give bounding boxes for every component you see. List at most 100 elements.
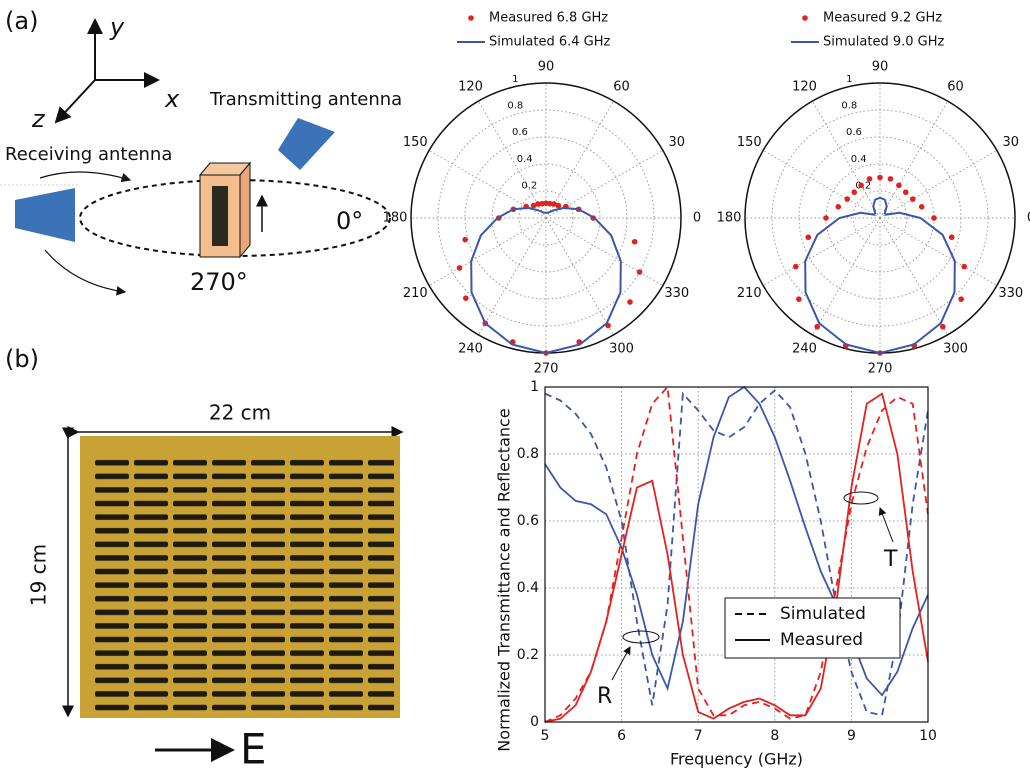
theta-tick-label: 240 (792, 341, 817, 356)
polar-point (851, 189, 858, 196)
theta-tick-label: 210 (737, 286, 762, 301)
grid-line (478, 217, 547, 336)
polar-point (823, 215, 829, 221)
x-tick-label: 7 (694, 728, 703, 744)
polar-point (918, 204, 925, 210)
x-tick-label: 8 (770, 728, 779, 744)
x-tick-label: 6 (617, 728, 626, 744)
rotation-arrow (39, 171, 132, 183)
y-tick-label: 0.8 (517, 446, 539, 462)
grid-line (464, 136, 628, 300)
r-tick-label: 1 (512, 74, 518, 85)
transmitting-antenna (278, 118, 335, 170)
polar-point (902, 189, 909, 196)
annotation-label: R (597, 684, 612, 709)
polar-point (844, 196, 851, 202)
receiving-label: Receiving antenna (5, 144, 172, 165)
grid-line (428, 217, 547, 286)
theta-tick-label: 270 (534, 362, 559, 377)
grid-line (812, 217, 881, 336)
polar-point (961, 263, 967, 270)
theta-tick-label: 180 (717, 211, 742, 226)
polar-point (866, 176, 873, 182)
theta-tick-label: 270 (868, 362, 893, 377)
legend-label: Measured (780, 630, 863, 650)
polar-point (939, 323, 946, 330)
polar-point (958, 296, 964, 302)
grid-line (879, 217, 998, 286)
rotation-arrow (44, 249, 127, 296)
angle-label: 0° (336, 207, 363, 235)
theta-tick-label: 30 (1002, 135, 1019, 150)
annotation-label: T (883, 547, 898, 572)
grid-line (518, 190, 574, 246)
polar-point (463, 295, 469, 301)
panel-label: (a) (5, 7, 38, 35)
polar-point (462, 236, 468, 243)
y-tick-label: 0.4 (517, 580, 539, 596)
polar-point (456, 265, 463, 271)
transmitting-label: Transmitting antenna (209, 89, 402, 110)
series-line (544, 385, 929, 697)
theta-tick-label: 150 (737, 135, 762, 150)
slot-array (92, 456, 404, 714)
legend-label: Simulated (780, 604, 866, 624)
plot-frame (544, 386, 929, 723)
grid-line (879, 100, 948, 219)
x-tick-label: 10 (919, 728, 937, 744)
theta-tick-label: 300 (943, 341, 968, 356)
x-axis-label: Frequency (GHz) (670, 750, 803, 769)
axis-y: y (109, 13, 125, 41)
grid-line (762, 217, 881, 286)
sample-block (198, 161, 252, 259)
grid-line (771, 109, 989, 327)
theta-tick-label: 300 (609, 341, 634, 356)
axis-z: z (31, 105, 46, 133)
polar-point (631, 238, 638, 245)
series-line (544, 389, 929, 717)
r-tick-label: 0.4 (517, 154, 533, 165)
polar-point (896, 182, 902, 189)
theta-tick-label: 210 (403, 286, 428, 301)
theta-tick-label: 90 (872, 60, 889, 75)
panel-label: (b) (5, 345, 39, 373)
polar-point (909, 196, 916, 202)
grid-line (545, 217, 614, 336)
height-label: 19 cm (27, 544, 51, 606)
polar-point (805, 234, 812, 241)
field-label: E (240, 725, 267, 774)
polar-point (555, 202, 562, 209)
polar-point (887, 176, 894, 182)
polar-point (539, 200, 545, 207)
legend-label: Simulated 6.4 GHz (489, 35, 610, 50)
theta-tick-label: 330 (998, 286, 1023, 301)
polar-point (877, 174, 883, 181)
polar-line (470, 206, 622, 355)
annotation-ellipse (843, 491, 879, 505)
x-tick-label: 9 (847, 728, 856, 744)
theta-tick-label: 30 (668, 135, 685, 150)
theta-tick-label: 240 (458, 341, 483, 356)
grid-line (879, 217, 948, 336)
annotation-ellipse (622, 630, 660, 644)
x-tick-label: 5 (541, 728, 550, 744)
polar-point (793, 263, 799, 270)
grid-line (879, 150, 998, 219)
theta-tick-label: 120 (458, 80, 483, 95)
polar-point (551, 201, 557, 207)
grid-line (545, 100, 614, 219)
grid-line (545, 150, 664, 219)
grid-line (798, 136, 962, 300)
polar-point (835, 204, 842, 210)
legend-label: Measured 6.8 GHz (489, 11, 608, 26)
legend-label: Simulated 9.0 GHz (823, 35, 944, 50)
r-tick-label: 0.2 (521, 180, 537, 191)
y-tick-label: 0.6 (517, 513, 539, 529)
y-tick-label: 0.2 (517, 647, 539, 663)
r-tick-label: 0.6 (846, 127, 862, 138)
y-tick-label: 1 (530, 379, 539, 395)
grid-line (491, 163, 601, 273)
polar-point (627, 299, 633, 305)
